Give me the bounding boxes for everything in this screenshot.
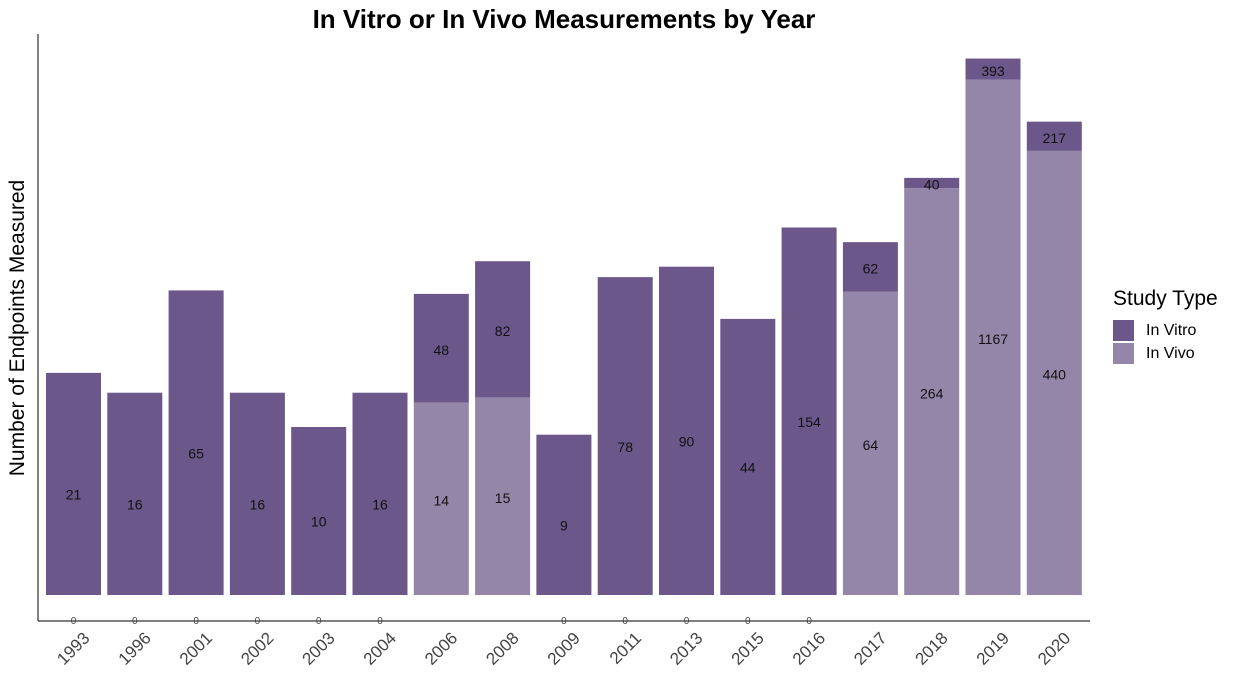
bar-in-vitro-2008 xyxy=(475,261,531,398)
label-in-vitro-2019: 393 xyxy=(981,63,1005,79)
x-tick-marker-2011: 0 xyxy=(622,616,628,627)
label-in-vitro-2016: 154 xyxy=(797,414,821,430)
label-in-vitro-2011: 78 xyxy=(617,439,633,455)
x-tick-marker-2003: 0 xyxy=(316,616,322,627)
x-tick-label-2002: 2002 xyxy=(237,629,277,669)
x-tick-marker-2002: 0 xyxy=(255,616,261,627)
x-tick-label-2016: 2016 xyxy=(789,629,829,669)
x-tick-label-2018: 2018 xyxy=(912,629,952,669)
bars-group xyxy=(46,58,1082,596)
label-in-vitro-1996: 16 xyxy=(127,497,143,513)
bar-in-vitro-1996 xyxy=(107,392,163,595)
x-tick-label-2019: 2019 xyxy=(973,629,1013,669)
legend-label-in-vivo: In Vivo xyxy=(1146,344,1195,362)
label-in-vitro-2003: 10 xyxy=(311,514,327,530)
bar-in-vivo-2017 xyxy=(842,291,898,595)
x-tick-label-2015: 2015 xyxy=(728,629,768,669)
label-in-vitro-2018: 40 xyxy=(924,177,940,193)
bar-in-vivo-2008 xyxy=(475,397,531,595)
label-in-vivo-2008: 15 xyxy=(495,490,511,506)
chart-title: In Vitro or In Vivo Measurements by Year xyxy=(312,4,816,34)
label-in-vitro-2009: 9 xyxy=(560,518,568,534)
x-tick-marker-2015: 0 xyxy=(745,616,751,627)
bar-in-vitro-2016 xyxy=(781,227,837,595)
label-in-vitro-1993: 21 xyxy=(66,487,82,503)
x-tick-label-2013: 2013 xyxy=(666,629,706,669)
bar-in-vitro-2020 xyxy=(1026,121,1082,151)
x-tick-label-1996: 1996 xyxy=(115,629,155,669)
x-tick-label-2004: 2004 xyxy=(360,629,400,669)
bar-in-vitro-2009 xyxy=(536,434,592,595)
label-in-vivo-2018: 264 xyxy=(920,385,944,401)
bar-in-vivo-2020 xyxy=(1026,150,1082,595)
label-in-vivo-2019: 1167 xyxy=(978,331,1008,347)
bar-in-vivo-2006 xyxy=(413,402,469,595)
x-tick-marker-1996: 0 xyxy=(132,616,138,627)
x-tick-label-2003: 2003 xyxy=(299,629,339,669)
label-in-vitro-2004: 16 xyxy=(372,497,388,513)
x-tick-label-1993: 1993 xyxy=(53,629,93,669)
bar-in-vitro-2017 xyxy=(842,242,898,292)
label-in-vivo-2006: 14 xyxy=(434,492,450,508)
label-in-vitro-2020: 217 xyxy=(1043,130,1067,146)
legend: Study Type In Vitro In Vivo xyxy=(1113,287,1218,365)
bar-in-vitro-2019 xyxy=(965,58,1021,80)
x-tick-marker-1993: 0 xyxy=(71,616,77,627)
bar-in-vitro-2003 xyxy=(291,427,347,595)
bar-in-vitro-2001 xyxy=(168,290,224,595)
label-in-vitro-2002: 16 xyxy=(250,497,266,513)
x-tick-label-2001: 2001 xyxy=(176,629,216,669)
label-in-vitro-2001: 65 xyxy=(188,445,204,461)
bar-in-vitro-1993 xyxy=(46,372,101,595)
x-tick-marker-2001: 0 xyxy=(193,616,199,627)
legend-title: Study Type xyxy=(1113,287,1218,310)
bar-in-vivo-2018 xyxy=(904,188,960,596)
x-tick-label-2011: 2011 xyxy=(606,629,645,668)
x-tick-marker-2009: 0 xyxy=(561,616,567,627)
x-tick-label-2020: 2020 xyxy=(1034,629,1074,669)
label-in-vitro-2017: 62 xyxy=(863,261,879,277)
legend-item-in-vitro: In Vitro xyxy=(1113,319,1218,342)
bar-in-vitro-2015 xyxy=(720,318,776,595)
bar-in-vitro-2004 xyxy=(352,392,408,595)
x-tick-labels-group: 0 1993 0 1996 0 2001 0 2002 0 2003 0 2004 2006 2008 0 2… xyxy=(53,616,1074,669)
legend-item-in-vivo: In Vivo xyxy=(1113,342,1218,365)
legend-swatch-in-vivo xyxy=(1113,343,1134,364)
x-tick-label-2017: 2017 xyxy=(850,629,890,669)
legend-label-in-vitro: In Vitro xyxy=(1146,321,1197,339)
x-tick-marker-2004: 0 xyxy=(377,616,383,627)
legend-swatch-in-vitro xyxy=(1113,320,1134,341)
bar-in-vitro-2006 xyxy=(413,293,469,403)
label-in-vivo-2020: 440 xyxy=(1043,367,1067,383)
value-labels-group: 21 16 65 16 10 16 14 48 15 82 9 78 90 44 154 64 62 264 40 1… xyxy=(66,63,1066,534)
x-tick-label-2008: 2008 xyxy=(482,629,522,669)
x-tick-label-2006: 2006 xyxy=(421,629,461,669)
x-tick-marker-2016: 0 xyxy=(806,616,812,627)
label-in-vitro-2008: 82 xyxy=(495,323,511,339)
bar-in-vivo-2019 xyxy=(965,79,1021,595)
label-in-vitro-2015: 44 xyxy=(740,460,756,476)
label-in-vitro-2013: 90 xyxy=(679,434,695,450)
x-tick-marker-2013: 0 xyxy=(684,616,690,627)
bar-in-vitro-2013 xyxy=(659,266,714,595)
bar-in-vitro-2018 xyxy=(904,177,960,189)
bar-in-vitro-2002 xyxy=(229,392,285,595)
label-in-vitro-2006: 48 xyxy=(434,342,450,358)
bar-in-vitro-2011 xyxy=(597,277,653,595)
label-in-vivo-2017: 64 xyxy=(863,437,879,453)
x-tick-label-2009: 2009 xyxy=(544,629,584,669)
